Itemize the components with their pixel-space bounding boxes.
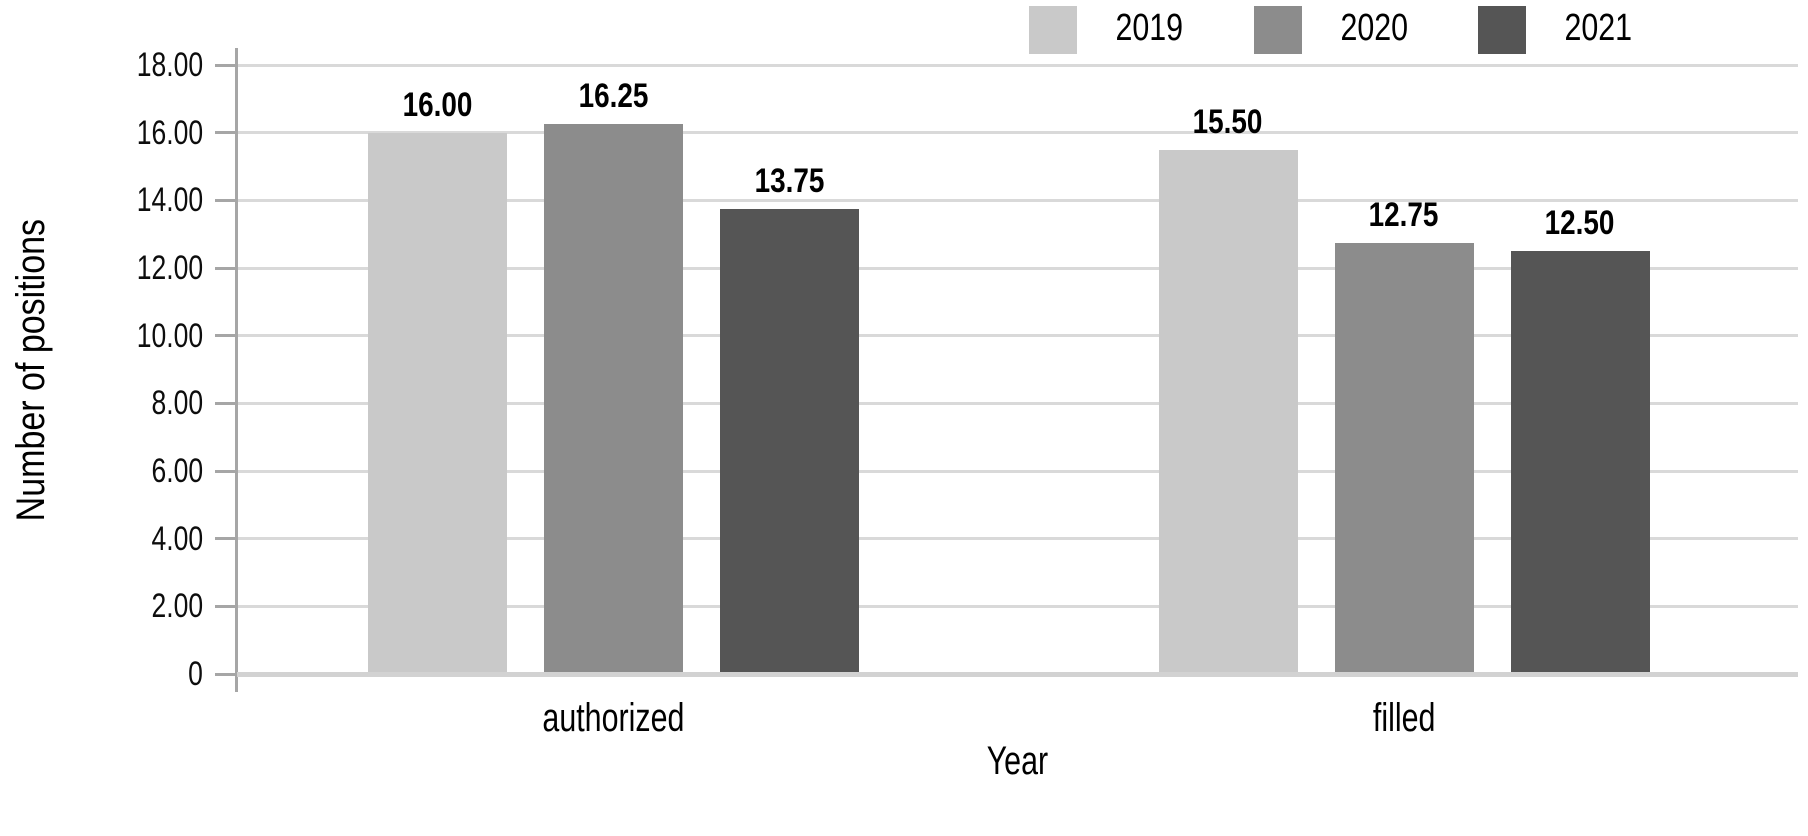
gridline-8.00 — [237, 401, 1798, 405]
gridline-6.00 — [237, 469, 1798, 473]
bar-2019-filled — [1158, 149, 1298, 674]
gridline-18.00 — [237, 63, 1798, 67]
value-label-2019-filled: 15.50 — [1118, 100, 1338, 144]
value-label-text: 16.25 — [578, 77, 649, 116]
y-tick-label-text: 2.00 — [151, 587, 203, 626]
y-tick-2.00 — [215, 604, 237, 608]
value-label-text: 12.50 — [1545, 204, 1615, 243]
y-tick-label-10.00: 10.00 — [47, 319, 203, 353]
y-tick-4.00 — [215, 537, 237, 541]
legend: 2019 2020 2021 — [1029, 0, 1641, 56]
y-tick-label-18.00: 18.00 — [47, 48, 203, 82]
x-axis-title-text: Year — [986, 739, 1048, 783]
gridline-10.00 — [237, 334, 1798, 338]
y-tick-label-16.00: 16.00 — [47, 116, 203, 150]
y-tick-label-6.00: 6.00 — [47, 454, 203, 488]
legend-entry-2020: 2020 — [1253, 2, 1417, 54]
x-axis-line — [237, 672, 1798, 677]
value-label-text: 15.50 — [1193, 102, 1263, 141]
legend-label-text: 2019 — [1115, 7, 1184, 49]
legend-entry-2021: 2021 — [1478, 2, 1641, 54]
y-tick-10.00 — [215, 334, 237, 338]
gridline-2.00 — [237, 604, 1798, 608]
y-tick-label-text: 6.00 — [151, 452, 203, 490]
category-label-authorized: authorized — [454, 695, 774, 741]
value-label-text: 13.75 — [754, 161, 825, 200]
legend-label-text: 2021 — [1564, 7, 1633, 49]
y-tick-6.00 — [215, 469, 237, 473]
y-tick-12.00 — [215, 266, 237, 270]
legend-swatch-2020 — [1253, 6, 1302, 54]
legend-swatch-2021 — [1478, 6, 1527, 54]
gridline-12.00 — [237, 266, 1798, 270]
category-label-filled: filled — [1244, 695, 1564, 741]
value-label-2020-filled: 12.75 — [1294, 193, 1514, 237]
y-tick-label-14.00: 14.00 — [47, 183, 203, 217]
legend-swatch-2019 — [1029, 6, 1077, 54]
y-tick-18.00 — [215, 63, 237, 67]
value-label-text: 12.75 — [1369, 195, 1439, 234]
y-tick-label-4.00: 4.00 — [47, 522, 203, 556]
legend-label-2021: 2021 — [1556, 4, 1641, 52]
y-tick-0 — [215, 672, 237, 676]
value-label-2021-filled: 12.50 — [1470, 201, 1690, 245]
y-tick-label-text: 0 — [188, 655, 203, 693]
bar-2021-filled — [1510, 251, 1650, 674]
gridline-4.00 — [237, 537, 1798, 541]
legend-entry-2019: 2019 — [1029, 2, 1192, 54]
y-axis-line — [235, 48, 238, 692]
value-label-2020-authorized: 16.25 — [504, 74, 724, 118]
y-tick-label-8.00: 8.00 — [47, 386, 203, 420]
y-tick-label-text: 14.00 — [136, 181, 203, 220]
bar-2019-authorized — [368, 132, 507, 674]
legend-label-2020: 2020 — [1332, 4, 1417, 52]
x-axis-title: Year — [817, 738, 1217, 784]
y-tick-label-0: 0 — [47, 657, 203, 691]
gridline-14.00 — [237, 198, 1798, 202]
y-tick-label-text: 12.00 — [136, 249, 203, 287]
value-label-2021-authorized: 13.75 — [680, 159, 900, 203]
bar-2021-authorized — [720, 208, 859, 674]
value-label-2019-authorized: 16.00 — [328, 83, 548, 127]
category-label-text: filled — [1372, 696, 1436, 740]
y-tick-8.00 — [215, 401, 237, 405]
value-label-text: 16.00 — [402, 85, 473, 124]
y-tick-label-text: 18.00 — [136, 46, 203, 84]
legend-label-text: 2020 — [1340, 7, 1408, 49]
y-tick-label-2.00: 2.00 — [47, 589, 203, 623]
y-tick-label-text: 10.00 — [136, 316, 203, 355]
bar-2020-filled — [1334, 242, 1474, 674]
y-tick-label-text: 4.00 — [151, 519, 203, 558]
gridline-16.00 — [237, 131, 1798, 135]
category-label-text: authorized — [542, 696, 685, 740]
y-tick-label-text: 8.00 — [151, 384, 203, 423]
y-tick-14.00 — [215, 198, 237, 202]
y-tick-label-text: 16.00 — [136, 113, 203, 152]
legend-label-2019: 2019 — [1107, 4, 1192, 52]
bar-2020-authorized — [544, 124, 683, 674]
y-tick-16.00 — [215, 131, 237, 135]
y-tick-label-12.00: 12.00 — [47, 251, 203, 285]
